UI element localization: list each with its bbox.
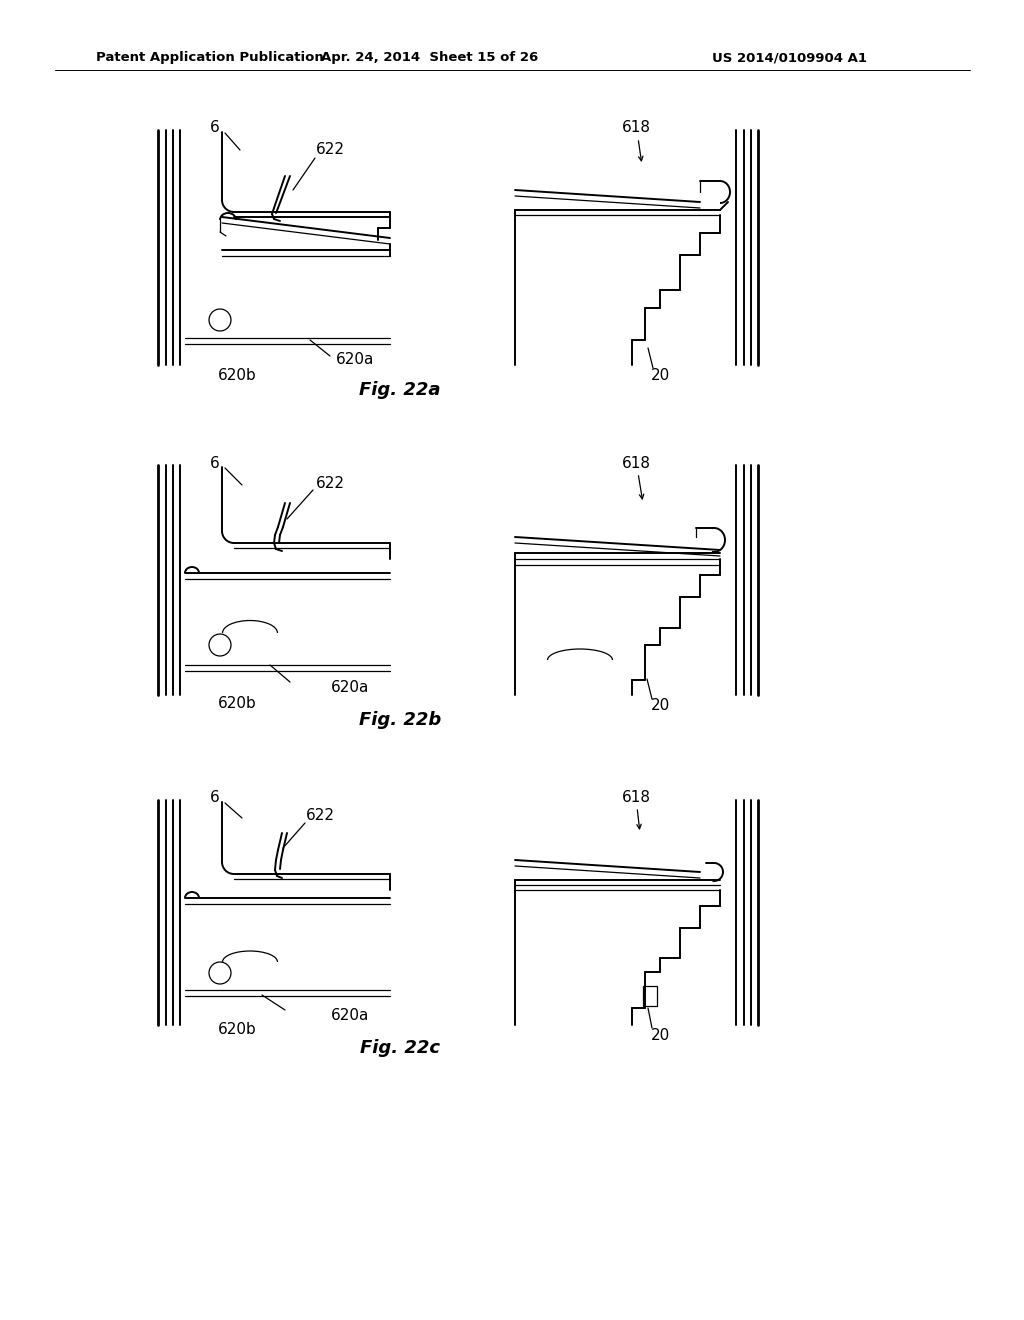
Text: 620a: 620a <box>331 681 370 696</box>
Text: Fig. 22a: Fig. 22a <box>359 381 440 399</box>
Text: 620b: 620b <box>218 367 256 383</box>
Text: 618: 618 <box>622 455 650 470</box>
Text: 20: 20 <box>650 697 670 713</box>
Text: 622: 622 <box>305 808 335 824</box>
Text: Fig. 22b: Fig. 22b <box>358 711 441 729</box>
Text: 20: 20 <box>650 367 670 383</box>
Text: 6: 6 <box>210 455 220 470</box>
Text: 6: 6 <box>210 791 220 805</box>
Text: 6: 6 <box>210 120 220 136</box>
Text: Patent Application Publication: Patent Application Publication <box>96 51 324 65</box>
Text: Apr. 24, 2014  Sheet 15 of 26: Apr. 24, 2014 Sheet 15 of 26 <box>322 51 539 65</box>
Text: 618: 618 <box>622 791 650 805</box>
Text: Fig. 22c: Fig. 22c <box>360 1039 440 1057</box>
Text: 620b: 620b <box>218 1023 256 1038</box>
Text: 620a: 620a <box>336 352 374 367</box>
Text: 622: 622 <box>315 475 344 491</box>
Text: 618: 618 <box>622 120 650 136</box>
Text: 622: 622 <box>315 143 344 157</box>
Bar <box>643 986 657 1006</box>
Text: 20: 20 <box>650 1027 670 1043</box>
Text: US 2014/0109904 A1: US 2014/0109904 A1 <box>713 51 867 65</box>
Text: 620b: 620b <box>218 696 256 710</box>
Text: 620a: 620a <box>331 1007 370 1023</box>
